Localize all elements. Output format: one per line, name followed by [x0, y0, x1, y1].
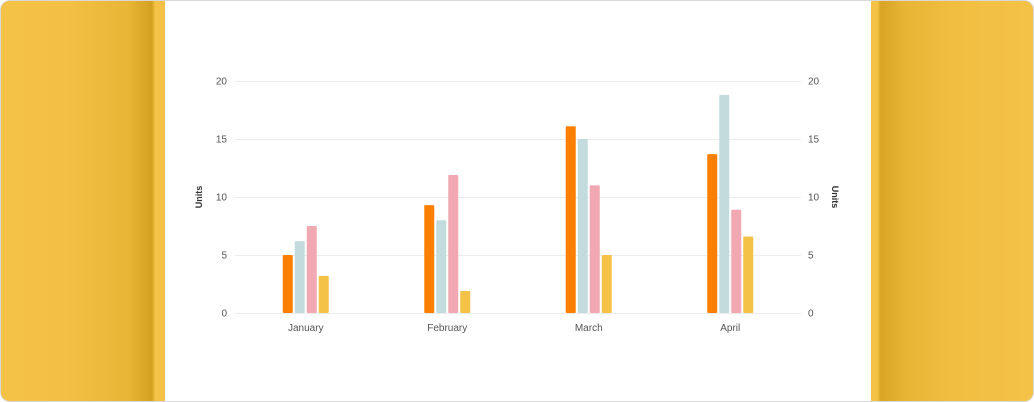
bar [601, 255, 612, 313]
left-background-panel [1, 1, 165, 401]
x-axis-ticks: January February March April [288, 323, 740, 334]
y-axis-right-ticks: 0 5 10 15 20 [808, 77, 820, 320]
y-axis-right-title: Units [830, 186, 840, 209]
bar [424, 205, 435, 313]
bar [306, 226, 317, 313]
bars [282, 94, 754, 314]
y-tick-label-left: 15 [216, 135, 228, 146]
bar [719, 94, 730, 313]
bar [294, 241, 305, 313]
bar [589, 185, 600, 313]
bar [460, 290, 471, 313]
bar [565, 126, 576, 314]
bar [743, 236, 754, 313]
x-tick-label: February [427, 323, 467, 334]
y-axis-left-title: Units [194, 186, 204, 209]
bar [318, 275, 329, 313]
y-tick-label-left: 5 [221, 251, 227, 262]
y-tick-label-right: 5 [808, 251, 814, 262]
y-tick-label-left: 0 [221, 309, 227, 320]
right-background-panel [871, 1, 1033, 401]
bar [448, 174, 459, 313]
y-tick-label-right: 0 [808, 309, 814, 320]
gridlines [235, 81, 801, 314]
bar [282, 255, 293, 313]
bar [731, 209, 742, 313]
bar [436, 220, 447, 313]
y-tick-label-left: 10 [216, 193, 228, 204]
y-tick-label-right: 10 [808, 193, 820, 204]
y-tick-label-right: 20 [808, 77, 820, 88]
x-tick-label: January [288, 323, 324, 334]
y-tick-label-left: 20 [216, 77, 228, 88]
bar [577, 139, 588, 313]
chart-card [165, 1, 871, 401]
x-tick-label: March [575, 323, 603, 334]
bar [707, 154, 718, 313]
y-tick-label-right: 15 [808, 135, 820, 146]
y-axis-left-ticks: 0 5 10 15 20 [216, 77, 228, 320]
x-tick-label: April [720, 323, 740, 334]
